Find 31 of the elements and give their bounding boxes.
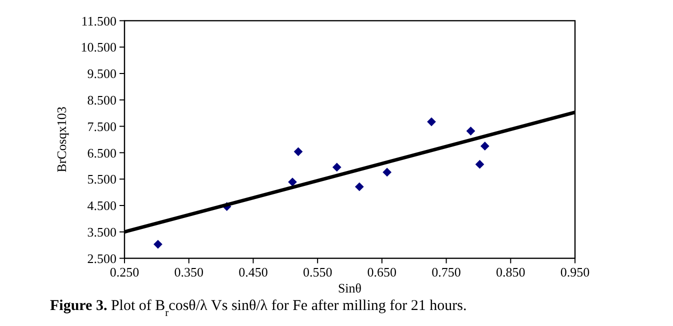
point <box>354 182 364 192</box>
caption: Figure 3. Plot of B$_{r}$cosθ/λ Vs sinθ/λ for Fe after milling for 21 hours. <box>50 298 467 318</box>
x-tick-label: 0.650 <box>367 264 397 280</box>
y-tick-label: 11.500 <box>81 13 116 28</box>
point <box>154 240 162 249</box>
x-tick-label: 0.450 <box>238 264 268 280</box>
point <box>475 160 484 169</box>
point <box>480 142 490 151</box>
y-tick-label: 5.500 <box>87 172 116 187</box>
y-tick-label: 2.500 <box>87 250 116 266</box>
y-tick-label: 7.500 <box>87 118 116 134</box>
point <box>332 162 342 172</box>
y-tick-label: 8.500 <box>87 92 116 108</box>
y-tick-label: 4.500 <box>87 198 116 214</box>
y-tick-label: 10.500 <box>80 40 116 55</box>
y-tick-label: 6.500 <box>87 145 116 160</box>
x-axis-title: Sinθ <box>338 280 362 296</box>
x-tick-label: 0.550 <box>302 264 332 280</box>
y-axis-title: BrCosqx103 <box>54 106 69 172</box>
x-tick-label: 0.850 <box>496 264 526 280</box>
point <box>466 126 476 136</box>
point <box>382 168 392 177</box>
x-tick-label: 0.350 <box>174 264 204 280</box>
point <box>294 147 303 156</box>
y-tick-label: 3.500 <box>87 224 116 240</box>
point <box>427 117 436 126</box>
y-tick-label: 9.500 <box>87 66 116 82</box>
x-tick-label: 0.750 <box>432 264 461 280</box>
x-tick-label: 0.950 <box>560 264 590 280</box>
point <box>288 178 297 186</box>
x-tick-label: 0.250 <box>110 264 140 280</box>
